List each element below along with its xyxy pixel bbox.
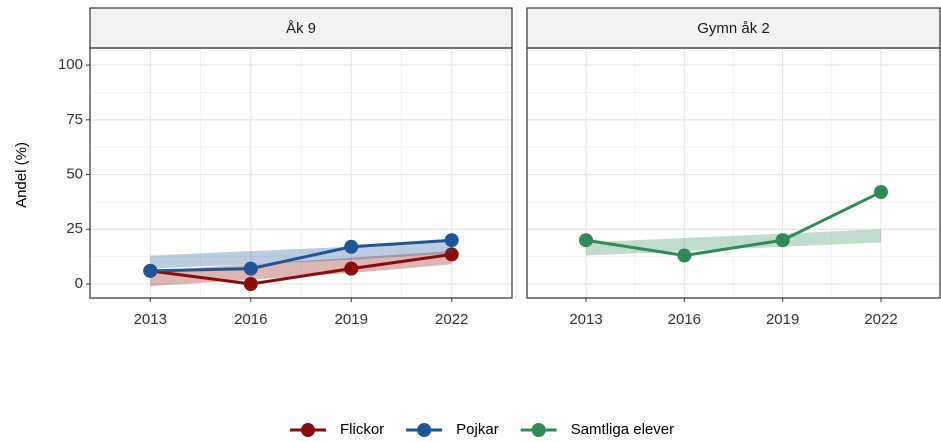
facet-title: Gymn åk 2	[697, 20, 770, 37]
legend-label: Pojkar	[456, 421, 499, 438]
legend-label: Flickor	[340, 421, 384, 438]
point	[344, 239, 359, 254]
x-tick-label: 2019	[335, 311, 368, 328]
legend-key-point	[301, 423, 315, 437]
y-tick-label: 0	[75, 275, 83, 292]
facet-title: Åk 9	[286, 20, 316, 37]
y-tick-label: 50	[66, 166, 83, 183]
y-tick-label: 75	[66, 111, 83, 128]
point	[243, 261, 258, 276]
legend-label: Samtliga elever	[571, 421, 674, 438]
x-tick-label: 2022	[435, 311, 468, 328]
confidence-band	[150, 251, 452, 287]
point	[874, 185, 888, 200]
series-line	[150, 252, 452, 286]
point	[444, 233, 459, 248]
x-tick-label: 2016	[668, 311, 701, 328]
x-tick-label: 2013	[134, 311, 167, 328]
x-tick-label: 2016	[234, 311, 267, 328]
confidence-band	[586, 229, 881, 256]
y-tick-label: 100	[58, 56, 83, 73]
y-axis-label: Andel (%)	[13, 142, 30, 208]
panel-border	[526, 47, 941, 299]
legend: Flickor Pojkar Samtliga elever	[290, 421, 674, 438]
facet-strip	[89, 7, 513, 49]
point	[344, 261, 359, 276]
y-tick-label: 25	[66, 220, 83, 237]
x-tick-label: 2019	[766, 311, 799, 328]
point	[444, 247, 459, 262]
series-line	[150, 238, 452, 273]
point	[775, 233, 790, 248]
series-line	[585, 190, 882, 258]
confidence-band	[150, 240, 452, 269]
point	[143, 263, 158, 278]
point	[243, 276, 258, 291]
x-tick-label: 2022	[864, 311, 897, 328]
legend-key-point	[417, 423, 432, 437]
point	[579, 233, 593, 248]
panel-border	[89, 47, 513, 299]
x-tick-label: 2013	[569, 311, 602, 328]
facet-strip	[526, 7, 941, 49]
legend-key-point	[531, 423, 546, 437]
point	[677, 248, 692, 263]
